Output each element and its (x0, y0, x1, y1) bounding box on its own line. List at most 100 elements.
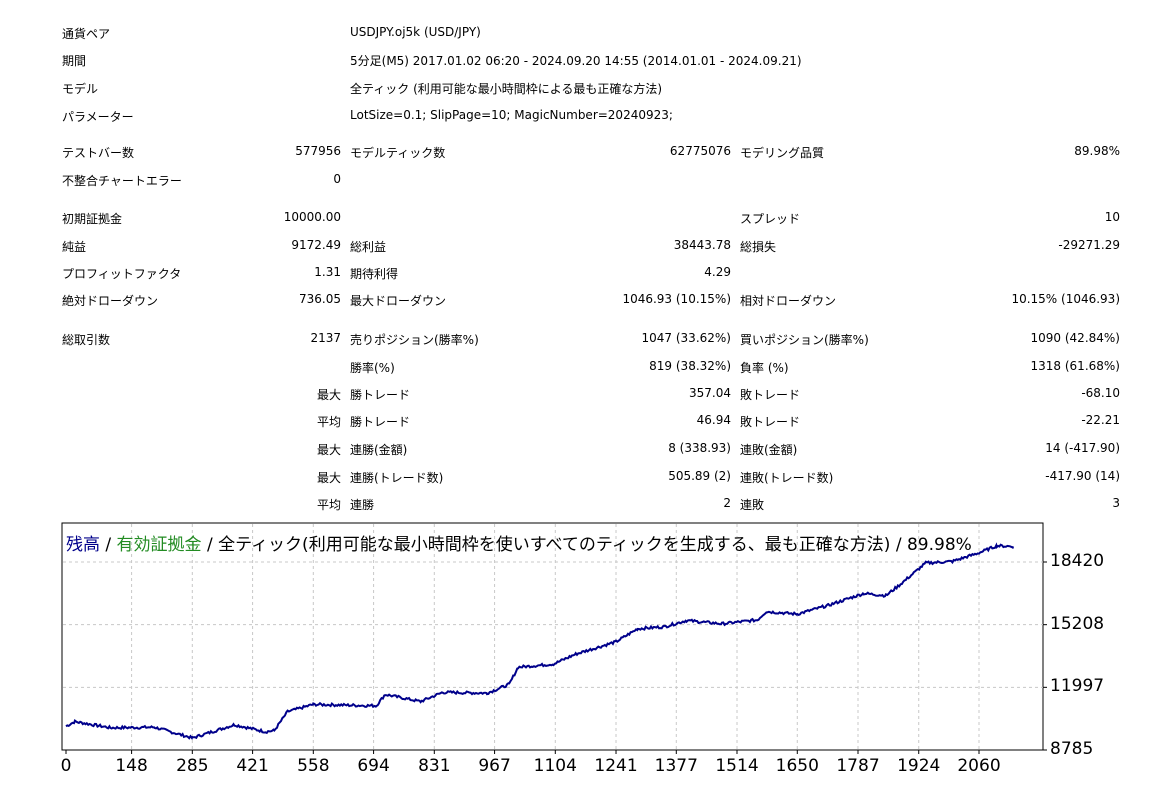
stat-value: 10000.00 (283, 210, 341, 224)
stat-label: 総利益 (350, 240, 387, 254)
header-value: LotSize=0.1; SlipPage=10; MagicNumber=20… (350, 108, 673, 122)
stat-value: 9172.49 (291, 238, 341, 252)
x-tick-label: 1514 (715, 756, 759, 776)
stat-value: -417.90 (14) (1045, 469, 1120, 483)
stat-label: 不整合チャートエラー (62, 174, 182, 188)
stat-label: 初期証拠金 (62, 212, 123, 226)
stat-value: 10.15% (1046.93) (1011, 292, 1120, 306)
stat-label: 勝トレード (350, 415, 411, 429)
chart-legend: 残高 / 有効証拠金 / 全ティック(利用可能な最小時間枠を使いすべてのティック… (66, 530, 972, 555)
header-value: USDJPY.oj5k (USD/JPY) (350, 25, 481, 39)
stat-label: 純益 (62, 240, 87, 254)
y-tick-label: 11997 (1050, 676, 1105, 697)
y-tick-label: 15208 (1050, 613, 1105, 634)
stat-label: 連勝(金額) (350, 443, 408, 457)
stat-label: 総損失 (740, 240, 777, 254)
stat-value: 1318 (61.68%) (1030, 359, 1120, 373)
stat-label: 総取引数 (62, 333, 111, 347)
x-tick-label: 285 (176, 756, 209, 776)
stats-row: プロフィットファクタ 1.31 期待利得 4.29 (62, 265, 1120, 281)
x-tick-label: 831 (418, 756, 451, 776)
x-tick-label: 694 (357, 756, 390, 776)
x-tick-label: 558 (297, 756, 330, 776)
stats-row: 平均 連勝 2 連敗 3 (62, 496, 1120, 512)
x-tick-label: 421 (236, 756, 269, 776)
x-tick-label: 1924 (897, 756, 941, 776)
x-tick-label: 967 (478, 756, 511, 776)
stat-value: 1.31 (314, 265, 341, 279)
stat-value: 89.98% (1074, 144, 1120, 158)
stat-label: 最大ドローダウン (350, 294, 447, 308)
stat-value: 最大 (316, 471, 341, 485)
stat-value: 最大 (316, 388, 341, 402)
stat-label: 連勝 (350, 498, 375, 512)
stats-row: 総取引数 2137 売りポジション(勝率%) 1047 (33.62%) 買いポジション… (62, 331, 1120, 347)
stat-label: モデルティック数 (350, 146, 446, 160)
x-tick-label: 1241 (594, 756, 638, 776)
stat-label: 連勝(トレード数) (350, 471, 444, 485)
stat-value: 736.05 (299, 292, 341, 306)
stats-row: 最大 勝トレード 357.04 敗トレード -68.10 (62, 386, 1120, 402)
stat-label: 連敗(トレード数) (740, 471, 834, 485)
stat-value: 1047 (33.62%) (641, 331, 731, 345)
stat-value: 819 (38.32%) (649, 359, 731, 373)
stat-label: プロフィットファクタ (62, 267, 182, 281)
x-tick-label: 2060 (957, 756, 1001, 776)
stat-value: 62775076 (669, 144, 731, 158)
stat-value: -22.21 (1081, 413, 1120, 427)
plot-area (61, 522, 1044, 751)
stat-label: 期待利得 (350, 267, 399, 281)
stat-value: 0 (333, 172, 341, 186)
stat-label: 敗トレード (740, 415, 801, 429)
balance-line (65, 542, 1015, 740)
stats-row: 純益 9172.49 総利益 38443.78 総損失 -29271.29 (62, 238, 1120, 254)
stat-label: スプレッド (740, 212, 801, 226)
stat-value: 14 (-417.90) (1045, 441, 1120, 455)
legend-description: / 全ティック(利用可能な最小時間枠を使いすべてのティックを生成する、最も正確な… (201, 535, 972, 555)
stat-label: 勝トレード (350, 388, 411, 402)
header-value: 全ティック (利用可能な最小時間枠による最も正確な方法) (350, 82, 663, 96)
y-tick-label: 18420 (1050, 551, 1105, 571)
legend-balance: 残高 (66, 535, 100, 555)
stat-value: 2137 (310, 331, 341, 345)
stat-label: 勝率(%) (350, 361, 395, 375)
stats-row: 初期証拠金 10000.00 スプレッド 10 (62, 210, 1120, 226)
stat-label: 買いポジション(勝率%) (740, 333, 869, 347)
stats-row: 最大 連勝(トレード数) 505.89 (2) 連敗(トレード数) -417.90 (1… (62, 469, 1120, 485)
stats-row: テストバー数 577956 モデルティック数 62775076 モデリング品質 89.98… (62, 144, 1120, 160)
header-label: パラメーター (62, 110, 134, 124)
x-tick-label: 1650 (775, 756, 819, 776)
x-tick-label: 1787 (836, 756, 880, 776)
legend-separator: / (100, 535, 117, 555)
stat-value: -29271.29 (1058, 238, 1120, 252)
stat-value: 38443.78 (673, 238, 731, 252)
stat-value: 平均 (316, 415, 341, 429)
stat-value: 3 (1112, 496, 1120, 510)
stats-row: 絶対ドローダウン 736.05 最大ドローダウン 1046.93 (10.15%) 相対… (62, 292, 1120, 308)
stats-row: 平均 勝トレード 46.94 敗トレード -22.21 (62, 413, 1120, 429)
stat-value: 46.94 (696, 413, 731, 427)
stat-value: 8 (338.93) (668, 441, 731, 455)
x-tick-label: 0 (60, 756, 72, 776)
stats-row: 勝率(%) 819 (38.32%) 負率 (%) 1318 (61.68%) (62, 359, 1120, 375)
stats-row: 最大 連勝(金額) 8 (338.93) 連敗(金額) 14 (-417.90) (62, 441, 1120, 457)
stat-label: 負率 (%) (740, 361, 789, 375)
stat-value: 357.04 (689, 386, 731, 400)
x-tick-label: 148 (115, 756, 148, 776)
y-tick-label: 8785 (1050, 739, 1094, 759)
stats-row: 不整合チャートエラー 0 (62, 172, 1120, 188)
x-tick-label: 1377 (654, 756, 698, 776)
stat-label: 相対ドローダウン (740, 294, 837, 308)
stat-value: 505.89 (2) (668, 469, 731, 483)
stat-value: 10 (1104, 210, 1120, 224)
legend-equity: 有効証拠金 (116, 535, 202, 555)
stat-value: 平均 (316, 498, 341, 512)
stat-label: 連敗 (740, 498, 765, 512)
stat-label: 連敗(金額) (740, 443, 798, 457)
header-label: 通貨ペア (62, 27, 111, 41)
stat-value: 1090 (42.84%) (1030, 331, 1120, 345)
stat-value: 最大 (316, 443, 341, 457)
header-label: モデル (62, 82, 99, 96)
stat-label: 売りポジション(勝率%) (350, 333, 479, 347)
